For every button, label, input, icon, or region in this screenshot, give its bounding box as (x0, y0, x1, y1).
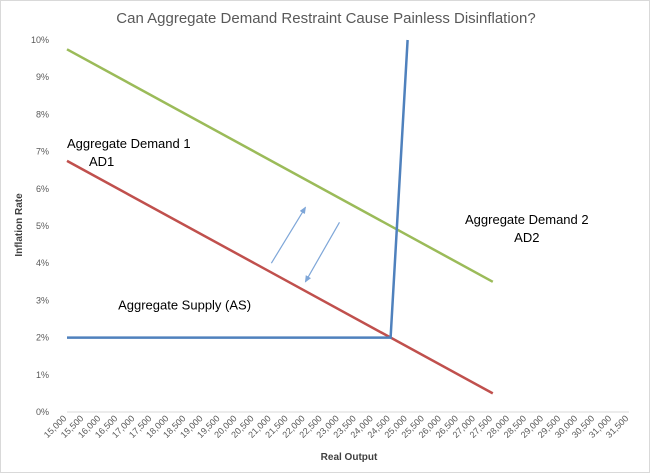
y-tick-label: 6% (36, 184, 49, 194)
y-tick-label: 4% (36, 258, 49, 268)
series-line (66, 159, 494, 395)
y-tick-label: 5% (36, 221, 49, 231)
annotation-label: AD2 (514, 230, 539, 245)
y-tick-label: 2% (36, 333, 49, 343)
y-tick-label: 0% (36, 407, 49, 417)
series-line (66, 48, 494, 283)
shift-arrow (270, 206, 306, 264)
annotation-label: AD1 (89, 154, 114, 169)
y-tick-label: 7% (36, 147, 49, 157)
plot-area: 0%1%2%3%4%5%6%7%8%9%10%15,00015,50016,00… (31, 35, 630, 440)
series-line (67, 39, 409, 339)
y-tick-label: 3% (36, 295, 49, 305)
y-tick-label: 9% (36, 72, 49, 82)
chart-title: Can Aggregate Demand Restraint Cause Pai… (116, 10, 535, 27)
annotation-label: Aggregate Demand 2 (465, 212, 589, 227)
y-axis-title: Inflation Rate (14, 193, 25, 257)
annotation-label: Aggregate Supply (AS) (118, 298, 251, 313)
y-tick-label: 8% (36, 109, 49, 119)
x-axis-title: Real Output (321, 452, 378, 463)
annotation-label: Aggregate Demand 1 (67, 136, 191, 151)
shift-arrow (304, 221, 341, 283)
y-tick-label: 1% (36, 370, 49, 380)
y-tick-label: 10% (31, 35, 49, 45)
